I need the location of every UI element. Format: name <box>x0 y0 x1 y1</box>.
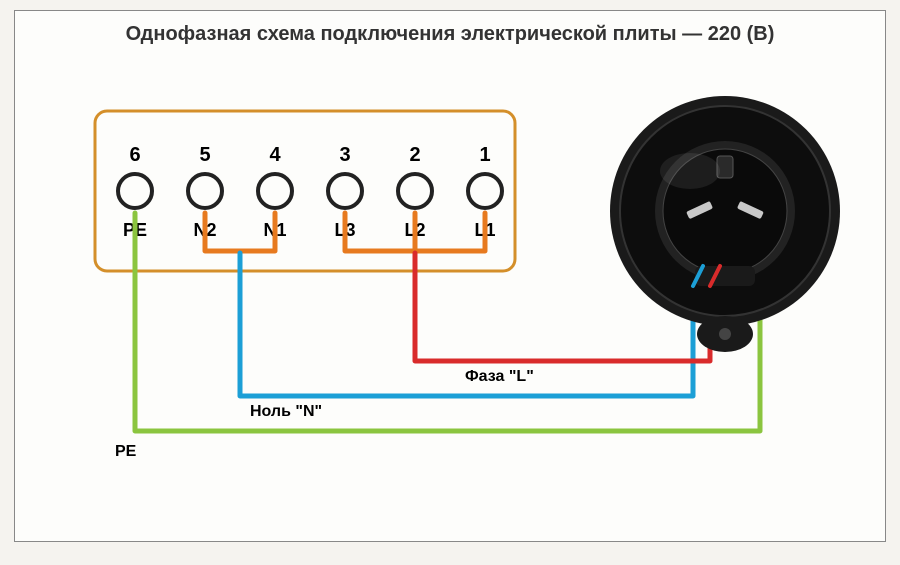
wire-label-l: Фаза "L" <box>465 368 534 385</box>
terminal-block <box>95 111 515 271</box>
terminal-num: 2 <box>409 144 420 166</box>
diagram-title: Однофазная схема подключения электрическ… <box>15 11 885 46</box>
plug <box>610 96 840 352</box>
wire-label-n: Ноль "N" <box>250 403 322 420</box>
terminal-pe <box>118 174 152 208</box>
terminal-n1 <box>258 174 292 208</box>
terminal-l2 <box>398 174 432 208</box>
terminal-num: 3 <box>339 144 350 166</box>
wire-label-pe: PE <box>115 443 137 460</box>
diagram-svg-wrap: 6PE5N24N13L32L21L1PEНоль "N"Фаза "L" <box>15 61 885 531</box>
wiring-diagram: 6PE5N24N13L32L21L1PEНоль "N"Фаза "L" <box>15 61 885 531</box>
terminal-num: 4 <box>269 144 281 166</box>
terminal-n2 <box>188 174 222 208</box>
diagram-frame: Однофазная схема подключения электрическ… <box>14 10 886 542</box>
terminal-num: 1 <box>479 144 490 166</box>
terminal-num: 5 <box>199 144 210 166</box>
terminal-l1 <box>468 174 502 208</box>
terminal-l3 <box>328 174 362 208</box>
terminal-num: 6 <box>129 144 140 166</box>
